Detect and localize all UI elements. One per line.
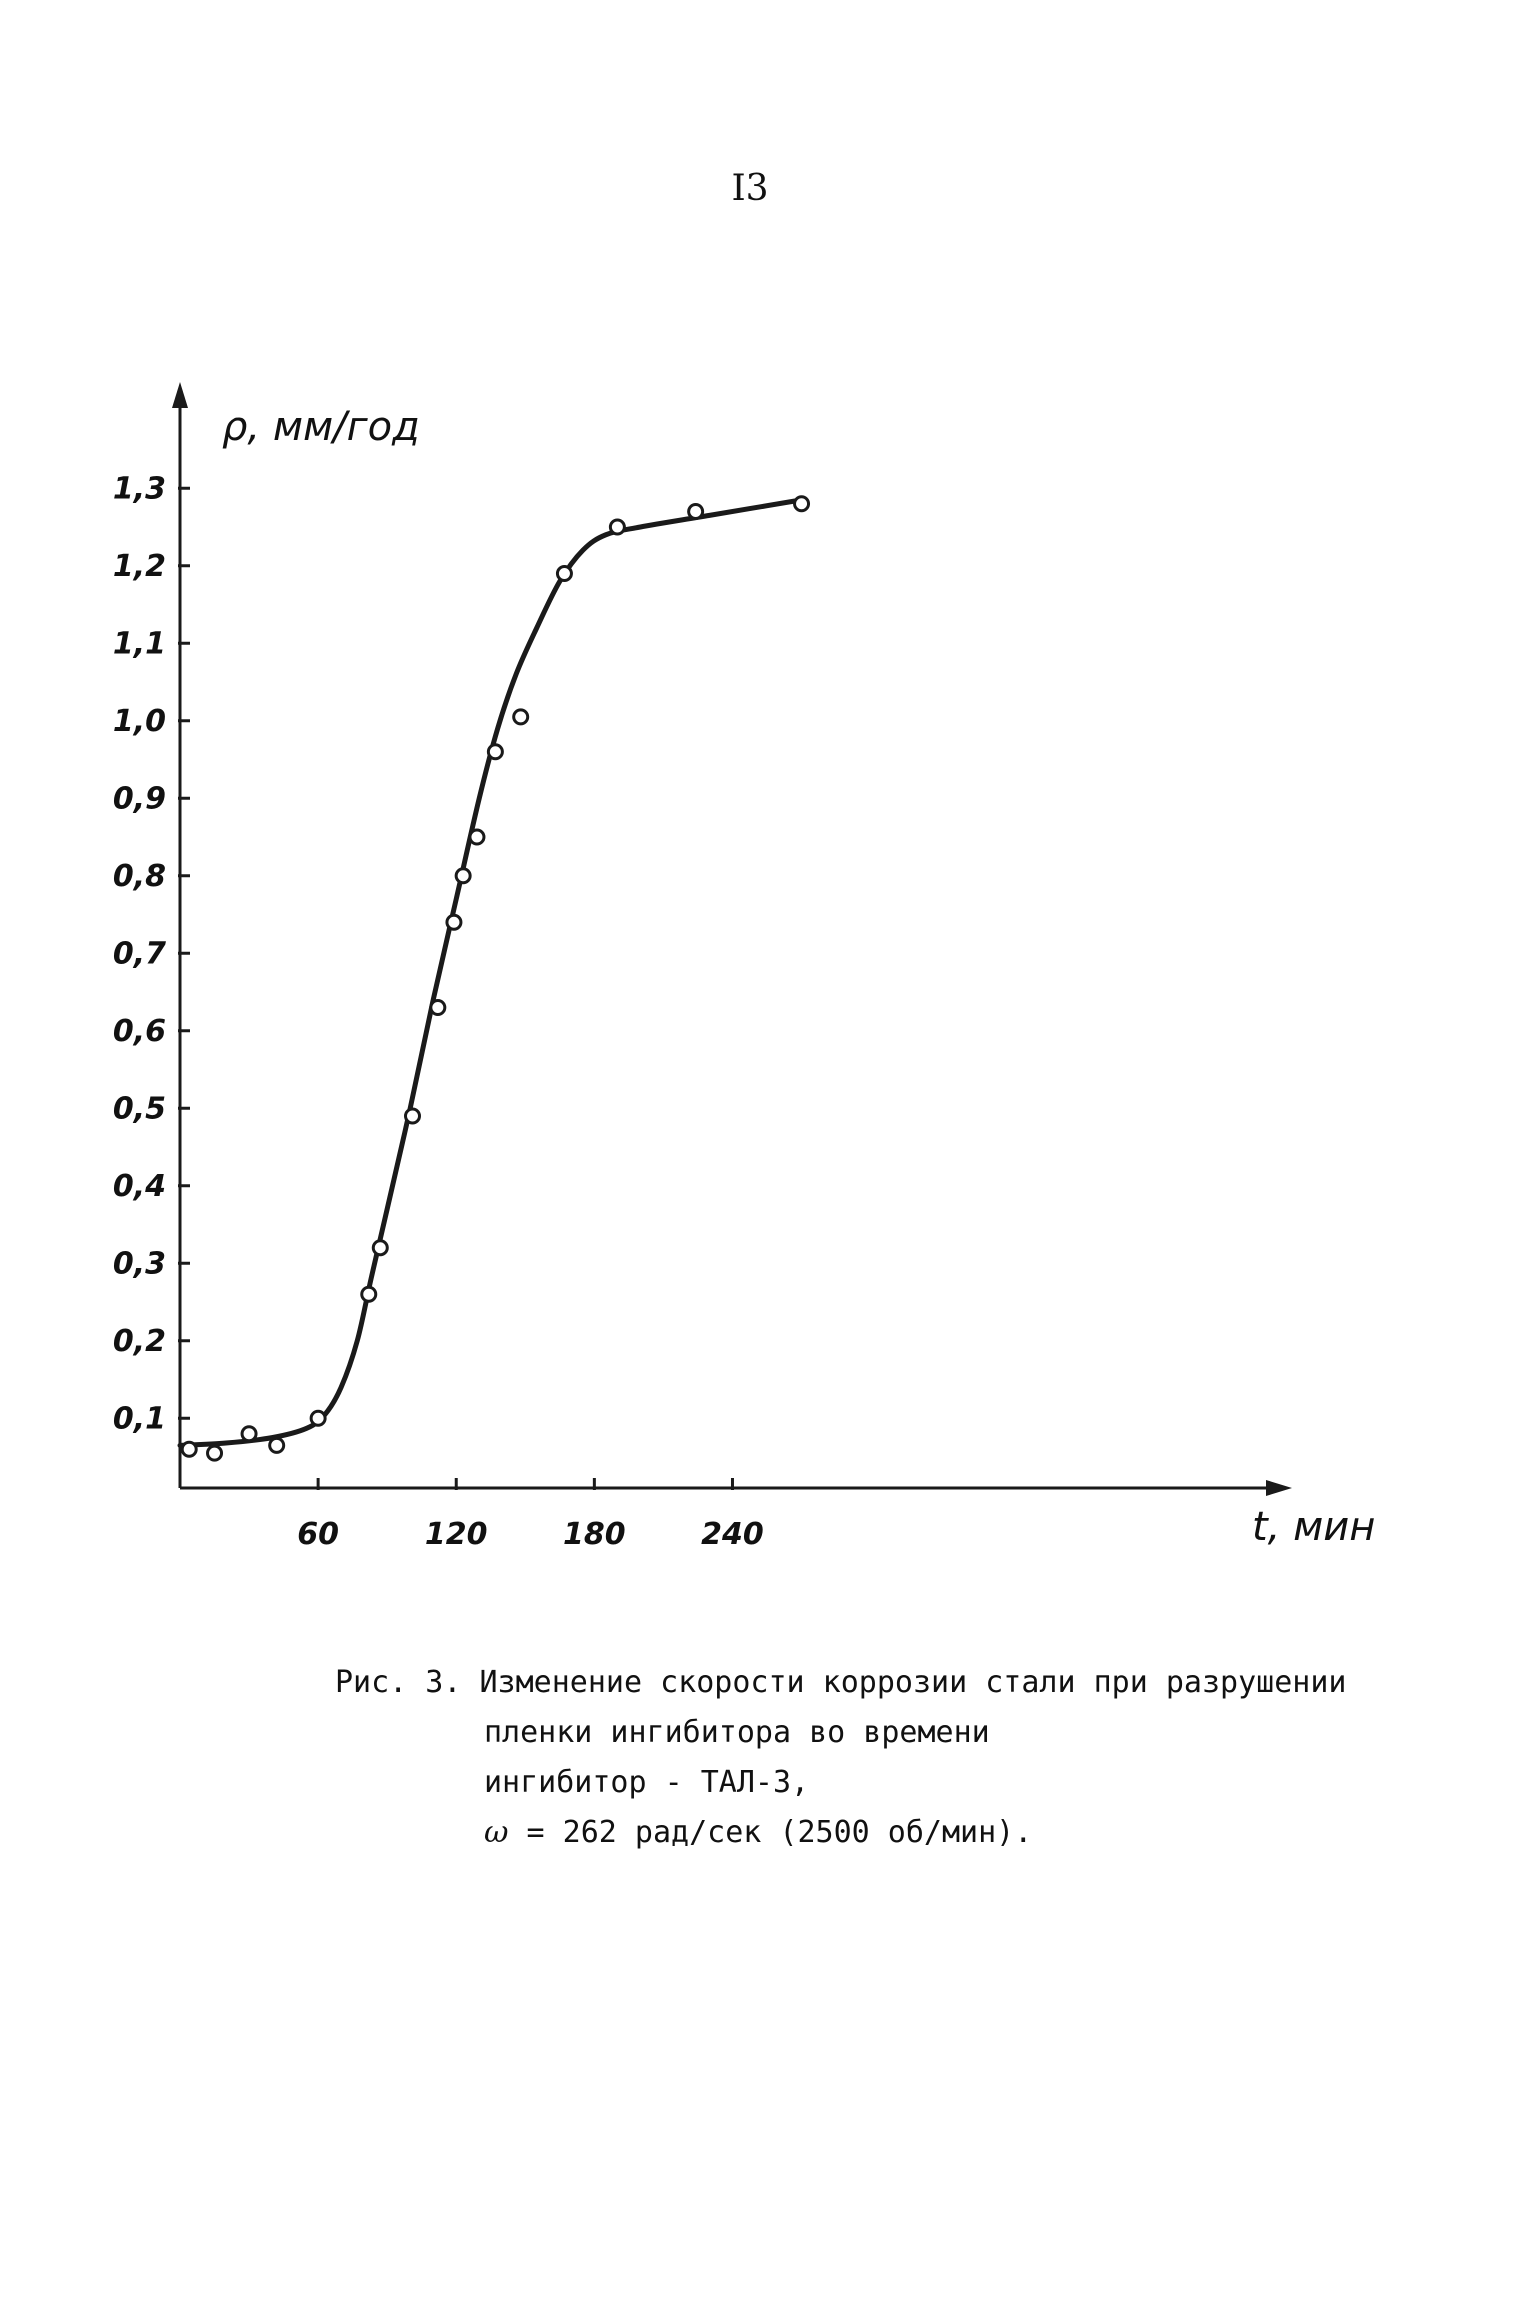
- data-point: [206, 1444, 224, 1462]
- data-point: [309, 1409, 327, 1427]
- data-point: [240, 1425, 258, 1443]
- chart-axes: [172, 382, 1292, 1496]
- chart-ticks: 0,1 0,2 0,3 0,4 0,5 0,6 0,7 0,8 0,9 1,0 1,1 1,2 1,3 6…: [113, 471, 764, 1552]
- x-axis-title: t, мин: [1252, 1504, 1375, 1550]
- data-point: [512, 708, 530, 726]
- y-tick-label: 0,1: [113, 1401, 166, 1436]
- data-point: [608, 518, 626, 536]
- y-tick-label: 0,8: [113, 859, 166, 894]
- y-tick-label: 0,9: [113, 781, 166, 816]
- data-point: [486, 743, 504, 761]
- y-axis-title: ρ, мм/год: [222, 404, 420, 450]
- caption-line-2: пленки ингибитора во времени: [484, 1715, 990, 1750]
- y-tick-label: 0,3: [113, 1246, 166, 1281]
- y-tick-label: 0,2: [113, 1324, 166, 1359]
- y-tick-label: 1,2: [113, 549, 166, 584]
- y-tick-label: 1,0: [113, 704, 166, 739]
- x-axis-arrow: [1266, 1480, 1292, 1496]
- data-point: [468, 828, 486, 846]
- data-point: [371, 1239, 389, 1257]
- corrosion-rate-chart: 0,1 0,2 0,3 0,4 0,5 0,6 0,7 0,8 0,9 1,0 1,1 1,2 1,3 6…: [113, 382, 1375, 1552]
- data-point: [180, 1440, 198, 1458]
- x-tick-label: 120: [425, 1517, 488, 1552]
- data-point: [793, 495, 811, 513]
- figure-caption: Рис. 3. Изменение скорости коррозии стал…: [335, 1658, 1485, 1858]
- data-point: [268, 1436, 286, 1454]
- fit-curve-group: [177, 497, 805, 1448]
- x-tick-label: 180: [563, 1517, 626, 1552]
- data-point: [555, 565, 573, 582]
- y-tick-label: 1,1: [113, 626, 166, 661]
- caption-line-1: Рис. 3. Изменение скорости коррозии стал…: [335, 1665, 1347, 1700]
- data-point: [445, 913, 463, 931]
- caption-line-4-text: = 262 рад/сек (2500 об/мин).: [526, 1815, 1033, 1850]
- x-tick-label: 60: [297, 1517, 339, 1552]
- data-point: [454, 867, 472, 885]
- x-tick-label: 240: [701, 1517, 764, 1552]
- page-number: I3: [731, 168, 769, 209]
- data-point: [404, 1107, 422, 1125]
- y-tick-label: 0,4: [113, 1169, 166, 1204]
- omega-symbol: ω: [484, 1815, 509, 1850]
- caption-line-4: ω = 262 рад/сек (2500 об/мин).: [335, 1808, 1485, 1858]
- y-tick-label: 0,5: [113, 1091, 166, 1126]
- y-tick-label: 0,7: [113, 936, 166, 971]
- y-tick-label: 1,3: [113, 471, 166, 506]
- y-tick-label: 0,6: [113, 1014, 166, 1049]
- fit-curve: [177, 497, 805, 1448]
- data-point: [360, 1285, 378, 1303]
- data-points-group: [180, 495, 811, 1462]
- data-point: [429, 999, 447, 1016]
- data-point: [687, 503, 705, 520]
- caption-line-3: ингибитор - ТАЛ-3,: [484, 1765, 810, 1800]
- y-axis-arrow: [172, 382, 188, 408]
